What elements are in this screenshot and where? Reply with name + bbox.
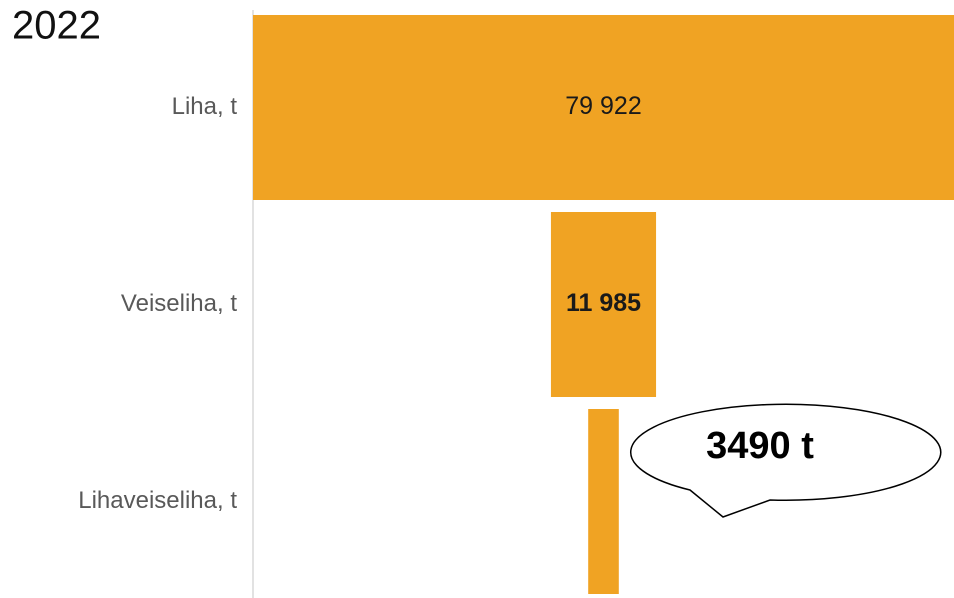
category-label: Lihaveiseliha, t [78,487,237,514]
callout: 3490 t [630,403,942,518]
bar [588,409,619,594]
callout-text: 3490 t [706,425,814,467]
data-label: 79 922 [565,92,641,120]
bar [550,212,657,397]
data-label: 11 985 [566,289,641,317]
bar [253,15,954,200]
funnel: Liha, t 79 922 Veiseliha, t 11 985 Lihaveise… [78,15,954,594]
speech-bubble [630,403,942,518]
category-label: Liha, t [172,93,238,120]
category-label: Veiseliha, t [121,290,237,317]
chart-title: 2022 [12,4,101,48]
